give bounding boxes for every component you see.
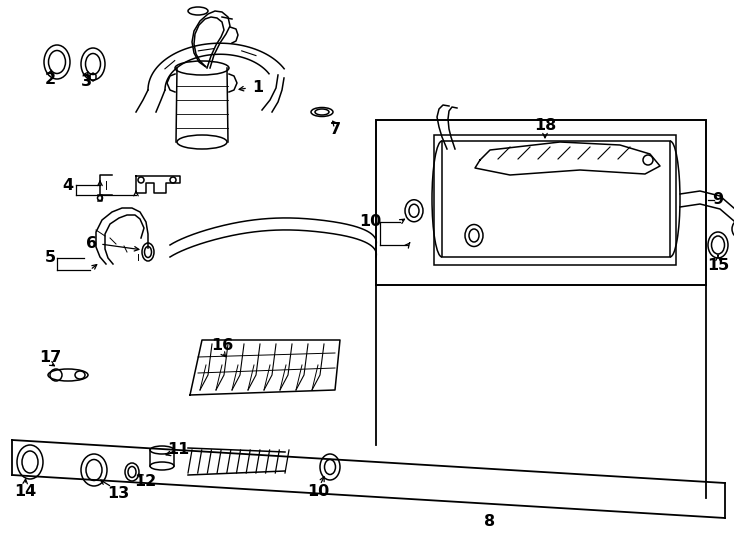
Text: 18: 18 bbox=[534, 118, 556, 132]
Bar bbox=[442, 141, 670, 257]
Text: 15: 15 bbox=[707, 258, 729, 273]
Text: 6: 6 bbox=[87, 237, 98, 252]
Text: 5: 5 bbox=[45, 251, 56, 266]
Text: 17: 17 bbox=[39, 349, 61, 364]
Text: 3: 3 bbox=[81, 73, 92, 89]
Text: 9: 9 bbox=[713, 192, 724, 207]
Text: 1: 1 bbox=[252, 80, 264, 96]
Text: 12: 12 bbox=[134, 475, 156, 489]
Text: 10: 10 bbox=[307, 484, 329, 500]
Text: 16: 16 bbox=[211, 338, 233, 353]
Text: 13: 13 bbox=[107, 485, 129, 501]
Bar bbox=[434, 135, 676, 265]
Text: 8: 8 bbox=[484, 515, 495, 530]
Bar bbox=[376, 120, 706, 285]
Text: 14: 14 bbox=[14, 484, 36, 500]
Text: 11: 11 bbox=[167, 442, 189, 457]
Text: 10: 10 bbox=[359, 214, 381, 230]
Text: 2: 2 bbox=[45, 72, 56, 87]
Text: 4: 4 bbox=[62, 178, 73, 192]
Text: 7: 7 bbox=[330, 123, 341, 138]
